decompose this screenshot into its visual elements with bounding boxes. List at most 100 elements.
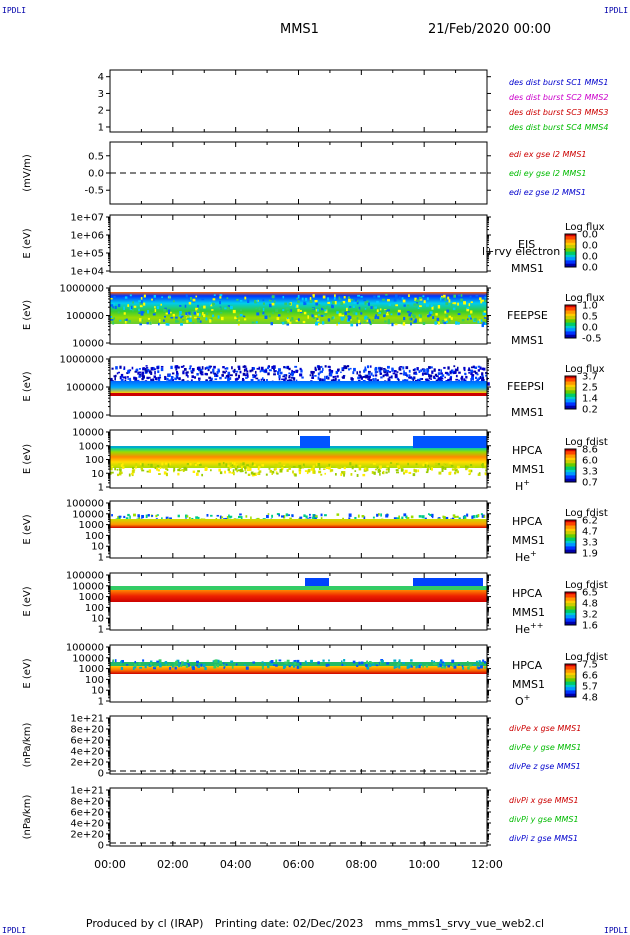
panel-8-mission: MMS1 — [512, 606, 545, 619]
panel-9-cbar-tick: 5.7 — [582, 682, 598, 693]
panel-9-edge — [110, 662, 487, 667]
panel-9-instrument: HPCA — [512, 659, 543, 672]
panel-6-ytick: 1000 — [79, 441, 104, 452]
panel-4-ytick: 10000 — [72, 339, 104, 350]
panel-2-legend-entry: edi ez gse l2 MMS1 — [509, 188, 586, 197]
panel-5-cbar-tick: 2.5 — [582, 383, 598, 394]
panel-8-ytick: 100 — [85, 603, 104, 614]
panel-9-cbar-title: Log fdist — [565, 652, 608, 663]
panel-10-ytick: 0 — [98, 769, 104, 780]
panel-9-ytick: 100000 — [66, 643, 104, 654]
panel-6-cbar-tick: 3.3 — [582, 467, 598, 478]
corner-label-bottom-left: IPDLI — [2, 926, 27, 935]
panel-1-bg — [110, 70, 487, 132]
panel-2-ytick: -0.5 — [84, 186, 104, 197]
panel-5-cbar-tick: 1.4 — [582, 394, 598, 405]
panel-1-ytick: 3 — [98, 89, 104, 100]
corner-label-top-left: IPDLI — [2, 6, 27, 15]
panel-11-legend-entry: divPi y gse MMS1 — [509, 815, 579, 824]
panel-7-cbar-tick: 6.2 — [582, 516, 598, 527]
panel-10-ytick: 8e+20 — [70, 725, 104, 736]
panel-11-xtick: 00:00 — [94, 858, 126, 871]
panel-6-ytick: 10 — [91, 469, 104, 480]
panel-10-legend-entry: divPe z gse MMS1 — [509, 762, 581, 771]
panel-4-cbar-tick: 1.0 — [582, 301, 598, 312]
panel-9-ytick: 1000 — [79, 664, 104, 675]
panel-4-colorbar — [564, 304, 577, 339]
panel-7-cbar-tick: 3.3 — [582, 538, 598, 549]
panel-5-mission: MMS1 — [511, 406, 544, 419]
panel-7-ylabel: E (eV) — [22, 514, 33, 544]
panel-11-bg — [110, 788, 487, 846]
panel-7-colorbar — [564, 519, 577, 554]
panel-8-cbar-tick: 3.2 — [582, 610, 598, 621]
panel-3-ytick: 1e+05 — [70, 249, 104, 260]
panel-9-mission: MMS1 — [512, 678, 545, 691]
panel-9-noise — [112, 659, 487, 671]
panel-1-ytick: 2 — [98, 106, 104, 117]
panel-4-noise — [110, 294, 488, 328]
corner-label-bottom-right: IPDLI — [604, 926, 629, 935]
panel-11-legend-entry: divPi x gse MMS1 — [509, 796, 579, 805]
panel-6-ytick: 10000 — [72, 428, 104, 439]
panel-1-ytick: 4 — [98, 72, 104, 83]
panel-7-instrument: HPCA — [512, 515, 543, 528]
panel-1-legend-entry: des dist burst SC1 MMS1 — [509, 78, 608, 87]
panel-8-species: He++ — [515, 621, 543, 636]
panel-6-ytick: 100 — [85, 455, 104, 466]
panel-11-ylabel: (nPa/km) — [22, 795, 33, 840]
panel-10-ytick: 6e+20 — [70, 736, 104, 747]
panel-1-legend-entry: des dist burst SC3 MMS3 — [509, 108, 608, 117]
panel-1-legend-entry: des dist burst SC4 MMS4 — [509, 123, 608, 132]
header-spacecraft: MMS1 — [280, 22, 319, 37]
panel-3-mission: MMS1 — [511, 262, 544, 275]
panel-2-legend-entry: edi ey gse l2 MMS1 — [509, 169, 587, 178]
panel-11-legend-entry: divPi z gse MMS1 — [509, 834, 578, 843]
panel-8-instrument: HPCA — [512, 587, 543, 600]
panel-5-spectrogram — [110, 381, 487, 395]
panel-6-burst-2 — [413, 436, 487, 448]
panel-7-cbar-title: Log fdist — [565, 508, 608, 519]
panel-2-ylabel: (mV/m) — [22, 154, 33, 192]
panel-6-ytick: 1 — [98, 483, 104, 494]
panel-8-burst-2 — [413, 578, 483, 586]
panel-5-ytick: 10000 — [72, 411, 104, 422]
panel-3-ytick: 1e+06 — [70, 231, 104, 242]
panel-11-xtick: 12:00 — [471, 858, 503, 871]
panel-4-cbar-tick: 0.5 — [582, 312, 598, 323]
panel-11-xtick: 06:00 — [283, 858, 315, 871]
panel-10-ytick: 1e+21 — [70, 714, 104, 725]
panel-9-ylabel: E (eV) — [22, 658, 33, 688]
corner-label-top-right: IPDLI — [604, 6, 629, 15]
panel-5-cbar-tick: 3.7 — [582, 372, 598, 383]
panel-2-legend-entry: edi ex gse l2 MMS1 — [509, 150, 587, 159]
panel-6-top-edge — [110, 446, 487, 449]
panel-5-cbar-title: Log flux — [565, 364, 605, 375]
panel-3-ylabel: E (eV) — [22, 228, 33, 258]
panel-3-cbar-tick: 0.0 — [582, 263, 598, 274]
panel-11-xtick: 08:00 — [345, 858, 377, 871]
panel-9-spectrogram — [110, 666, 487, 674]
panel-9-colorbar — [564, 663, 577, 698]
panel-9-cbar-tick: 6.6 — [582, 671, 598, 682]
panel-5-red-band — [110, 393, 487, 396]
panel-6-burst-1 — [300, 436, 330, 448]
footer-producer: Produced by cl (IRAP) — [85, 917, 204, 930]
panel-10-ytick: 4e+20 — [70, 747, 104, 758]
panel-8-cbar-tick: 1.6 — [582, 621, 598, 632]
panel-6-colorbar — [564, 448, 577, 483]
panel-7-cbar-tick: 1.9 — [582, 549, 598, 560]
panel-8-cbar-tick: 6.5 — [582, 588, 598, 599]
panel-3-overlay-text: l+rvy electron to — [482, 245, 575, 258]
panel-2-ytick: 0.5 — [88, 151, 104, 162]
panel-6-instrument: HPCA — [512, 444, 543, 457]
panel-10-ytick: 2e+20 — [70, 758, 104, 769]
panel-5-ytick: 100000 — [66, 383, 104, 394]
panel-6-cbar-title: Log fdist — [565, 437, 608, 448]
panel-11-ytick: 1e+21 — [70, 786, 104, 797]
footer-print-date: Printing date: 02/Dec/2023 — [214, 917, 364, 930]
panel-10-legend-entry: divPe x gse MMS1 — [509, 724, 581, 733]
panel-4-instrument: FEEPSE — [507, 309, 548, 322]
footer-filename: mms_mms1_srvy_vue_web2.cl — [374, 917, 545, 930]
panel-10-legend-entry: divPe y gse MMS1 — [509, 743, 581, 752]
